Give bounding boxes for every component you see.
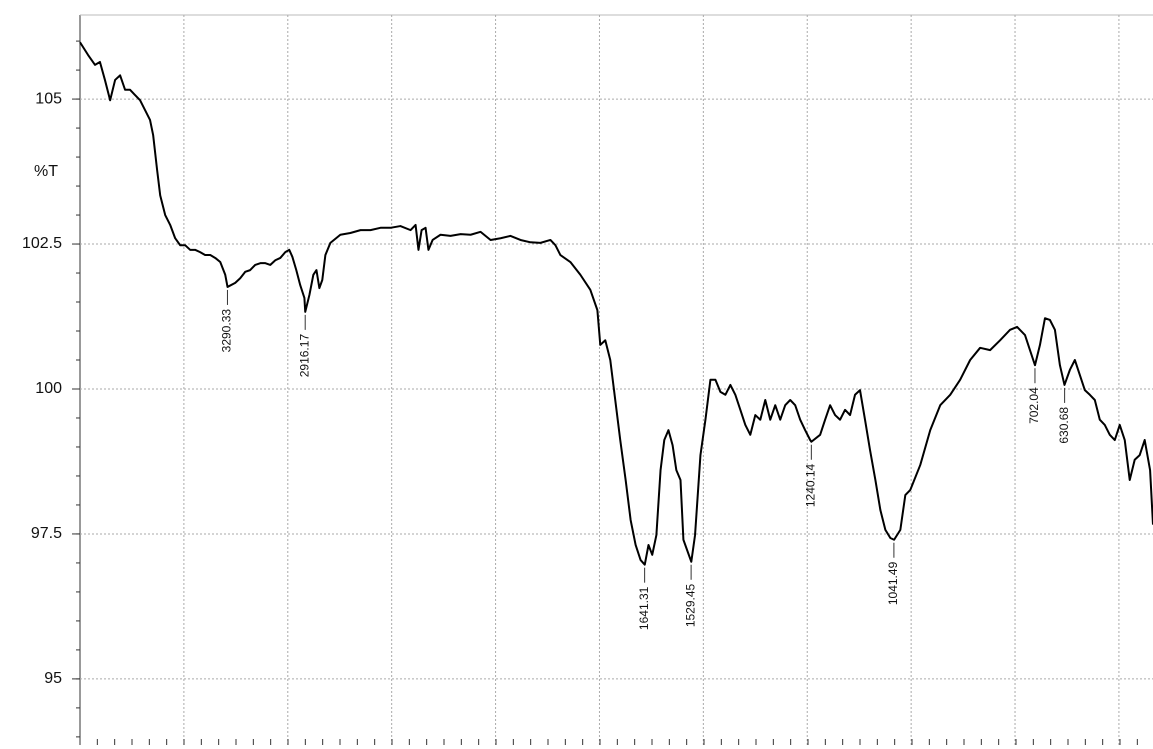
peak-label: 630.68 <box>1057 407 1071 444</box>
peak-label: 1041.49 <box>886 561 900 605</box>
y-tick-label: 105 <box>35 90 62 107</box>
peak-label: 1641.31 <box>637 586 651 630</box>
peak-label: 702.04 <box>1027 387 1041 424</box>
peak-label: 1240.14 <box>804 463 818 507</box>
peak-label: 3290.33 <box>220 309 234 353</box>
peak-label: 2916.17 <box>297 334 311 378</box>
spectrum-line <box>79 41 1153 566</box>
y-tick-label: 97.5 <box>31 525 62 542</box>
y-tick-label: 100 <box>35 380 62 397</box>
y-tick-label: 102.5 <box>22 235 62 252</box>
peak-label: 1529.45 <box>683 583 697 627</box>
y-axis-label: %T <box>34 163 58 180</box>
y-tick-label: 95 <box>44 670 62 687</box>
